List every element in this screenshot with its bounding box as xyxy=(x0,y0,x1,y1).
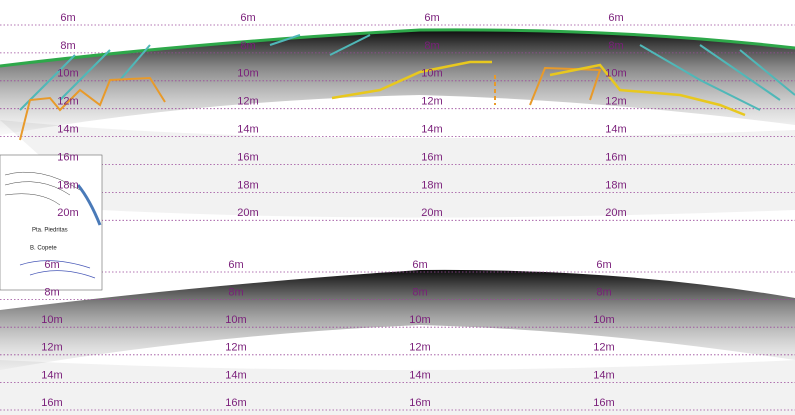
depth-label: 12m xyxy=(41,342,62,354)
depth-label: 8m xyxy=(608,40,623,52)
depth-label: 14m xyxy=(237,124,258,136)
depth-label: 18m xyxy=(237,179,258,191)
grid-lines xyxy=(0,24,795,411)
depth-label: 12m xyxy=(421,96,442,108)
depth-label: 10m xyxy=(237,68,258,80)
seabed-horizon xyxy=(0,28,795,68)
depth-label: 10m xyxy=(57,68,78,80)
depth-label: 10m xyxy=(409,314,430,326)
depth-label: 12m xyxy=(605,96,626,108)
depth-label: 16m xyxy=(421,151,442,163)
depth-label: 14m xyxy=(421,124,442,136)
bottom-seabed xyxy=(0,269,795,370)
depth-label: 16m xyxy=(237,151,258,163)
depth-label: 10m xyxy=(605,68,626,80)
depth-label: 14m xyxy=(57,124,78,136)
depth-label: 10m xyxy=(593,314,614,326)
depth-label: 16m xyxy=(593,397,614,409)
top-subbottom xyxy=(0,120,795,218)
depth-label: 6m xyxy=(240,12,255,24)
depth-label: 20m xyxy=(605,207,626,219)
depth-label: 16m xyxy=(57,151,78,163)
depth-label: 8m xyxy=(240,40,255,52)
depth-label: 14m xyxy=(41,369,62,381)
depth-label: 8m xyxy=(60,40,75,52)
depth-label: 8m xyxy=(424,40,439,52)
depth-label: 12m xyxy=(593,342,614,354)
depth-label: 10m xyxy=(41,314,62,326)
reflectors xyxy=(19,34,795,111)
depth-label: 6m xyxy=(412,259,427,271)
depth-label: 12m xyxy=(225,342,246,354)
depth-label: 16m xyxy=(605,151,626,163)
map-label: Pta. Piedritas xyxy=(32,228,68,234)
depth-label: 18m xyxy=(605,179,626,191)
orange-horizons xyxy=(19,66,602,141)
depth-label: 8m xyxy=(596,287,611,299)
depth-label: 20m xyxy=(421,207,442,219)
yellow-horizon xyxy=(331,60,746,117)
depth-label: 14m xyxy=(605,124,626,136)
depth-label: 6m xyxy=(608,12,623,24)
depth-label: 6m xyxy=(596,259,611,271)
bottom-subbottom xyxy=(0,360,795,415)
map-label: B. Copete xyxy=(30,246,57,252)
depth-label: 16m xyxy=(409,397,430,409)
depth-label: 6m xyxy=(424,12,439,24)
depth-label: 12m xyxy=(409,342,430,354)
depth-label: 12m xyxy=(57,96,78,108)
depth-label: 20m xyxy=(237,207,258,219)
depth-label: 16m xyxy=(225,397,246,409)
depth-label: 6m xyxy=(60,12,75,24)
depth-label: 8m xyxy=(228,287,243,299)
depth-label: 20m xyxy=(57,207,78,219)
depth-label: 8m xyxy=(412,287,427,299)
depth-label: 10m xyxy=(225,314,246,326)
depth-label: 6m xyxy=(228,259,243,271)
depth-label: 18m xyxy=(57,179,78,191)
depth-label: 16m xyxy=(41,397,62,409)
depth-label: 6m xyxy=(44,259,59,271)
depth-label: 14m xyxy=(225,369,246,381)
depth-label: 14m xyxy=(409,369,430,381)
depth-label: 12m xyxy=(237,96,258,108)
depth-label: 10m xyxy=(421,68,442,80)
depth-label: 8m xyxy=(44,287,59,299)
depth-label: 14m xyxy=(593,369,614,381)
depth-label: 18m xyxy=(421,179,442,191)
inset-map: Pta. Piedritas B. Copete xyxy=(0,154,103,291)
